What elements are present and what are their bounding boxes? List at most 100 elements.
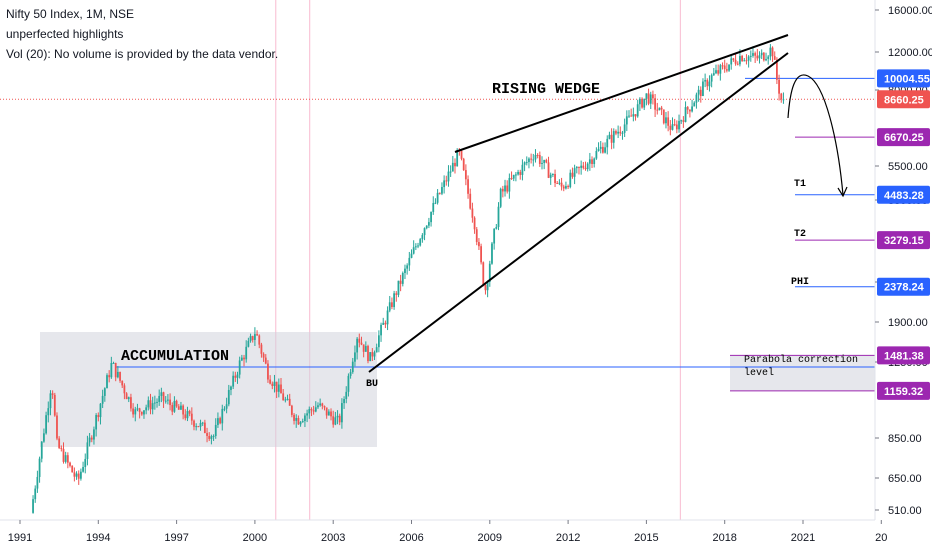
candle-body (519, 171, 522, 175)
candle-body (456, 150, 459, 167)
candle-body (151, 403, 154, 410)
chart-title: Nifty 50 Index, 1M, NSE (6, 7, 135, 21)
candle-body (112, 362, 115, 364)
wedge-lower-line (368, 52, 789, 373)
candle-body (432, 203, 435, 212)
price-tags: 10004.55 8660.25 6670.25 4483.28 3279.15 2378… (877, 69, 930, 400)
candle-body (441, 187, 443, 194)
candle-body (471, 208, 474, 218)
candle-body (217, 418, 219, 425)
candle-body (695, 94, 698, 103)
candle-body (243, 357, 245, 360)
candle-body (573, 168, 576, 177)
time-axis[interactable]: 1991 1994 1997 2000 2003 2006 2009 2012 2015 2018… (0, 519, 932, 550)
candle-body (369, 352, 372, 362)
candle-body (699, 89, 702, 97)
candle-body (271, 383, 274, 386)
projection-arrow-head (837, 186, 848, 198)
y-tick-label: 510.00 (888, 505, 922, 517)
candle-body (543, 159, 546, 163)
candle-body (147, 400, 150, 408)
candle-body (551, 174, 554, 176)
candle-body (193, 420, 195, 427)
candle-body (645, 93, 648, 99)
candle-body (312, 410, 315, 412)
x-tick-label: 2015 (634, 532, 658, 544)
candle-body (532, 159, 535, 161)
candle-body (736, 63, 739, 65)
candle-body (364, 346, 367, 352)
candle-body (710, 75, 713, 82)
candle-body (623, 124, 626, 133)
candle-body (219, 418, 221, 424)
candle-body (671, 124, 674, 130)
parabola-label-line1: Parabola correction (744, 354, 858, 366)
candle-body (697, 89, 700, 95)
candle-body (582, 165, 585, 168)
candle-body (358, 338, 361, 343)
candle-body (423, 228, 426, 236)
candle-body (184, 414, 187, 419)
candle-body (136, 408, 139, 410)
candle-body (604, 147, 606, 153)
candle-body (186, 411, 189, 419)
candle-body (591, 159, 593, 165)
candle-body (506, 185, 509, 192)
candle-body (565, 186, 567, 189)
candle-body (769, 47, 772, 57)
candle-body (288, 398, 291, 406)
y-tick-label: 850.00 (888, 433, 922, 445)
candle-body (36, 476, 39, 489)
wedge-upper-line (454, 34, 789, 153)
candle-body (210, 436, 213, 439)
candle-body (386, 310, 389, 325)
candle-body (391, 302, 393, 308)
candle-body (575, 166, 578, 169)
candle-body (747, 56, 750, 61)
candle-body (49, 393, 52, 409)
candle-body (517, 171, 519, 175)
candle-body (393, 293, 395, 308)
candle-body (771, 47, 774, 57)
candle-body (482, 262, 485, 286)
candle-body (273, 381, 276, 386)
candle-body (728, 64, 730, 71)
candle-body (758, 55, 761, 59)
candle-body (693, 102, 696, 107)
candle-body (630, 115, 633, 117)
candle-body (195, 426, 198, 428)
candle-body (321, 403, 324, 406)
candle-body (334, 417, 337, 425)
candle-body (436, 192, 439, 203)
candle-body (445, 180, 448, 182)
candle-body (686, 107, 689, 110)
candle-body (745, 60, 748, 62)
candle-body (462, 158, 465, 171)
candle-body (384, 322, 387, 325)
candle-body (375, 347, 378, 353)
candle-body (341, 403, 343, 423)
candle-body (258, 335, 261, 345)
candle-body (156, 401, 158, 403)
candle-body (521, 164, 524, 175)
candle-body (304, 415, 306, 422)
candle-body (236, 374, 239, 378)
candle-body (106, 375, 108, 389)
candle-body (597, 148, 600, 151)
candle-body (162, 392, 165, 401)
price-tag-label: 1159.32 (884, 386, 923, 398)
candle-body (299, 422, 302, 425)
candle-body (158, 395, 161, 402)
candle-body (464, 170, 467, 180)
candle-body (556, 183, 559, 185)
candle-body (43, 433, 45, 442)
candle-body (317, 405, 319, 408)
candle-body (356, 338, 359, 353)
candle-body (536, 154, 539, 156)
candle-body (38, 458, 41, 477)
candle-body (314, 407, 317, 412)
highlights-note: unperfected highlights (6, 27, 124, 41)
time-axis-bg (0, 520, 932, 550)
candle-body (765, 58, 767, 61)
